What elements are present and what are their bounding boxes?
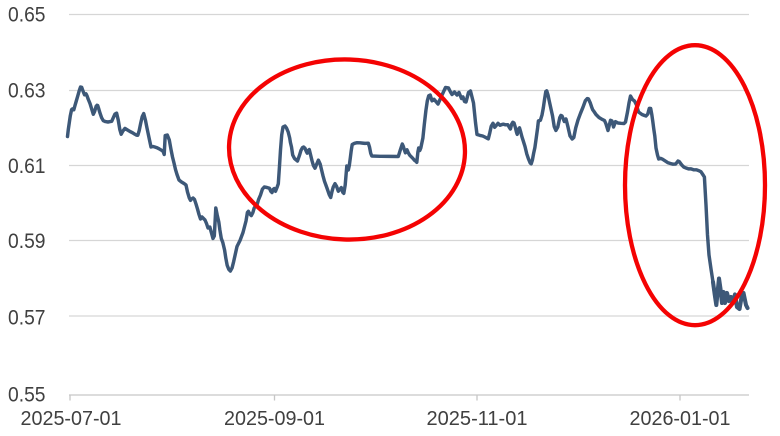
svg-text:2025-07-01: 2025-07-01 [21,407,122,430]
svg-text:0.59: 0.59 [8,230,46,253]
svg-text:0.55: 0.55 [8,383,46,406]
svg-text:0.63: 0.63 [8,80,46,103]
svg-text:2025-11-01: 2025-11-01 [427,407,528,430]
svg-text:2025-09-01: 2025-09-01 [224,407,325,430]
svg-text:2026-01-01: 2026-01-01 [630,407,731,430]
svg-text:0.65: 0.65 [8,3,46,26]
svg-text:0.57: 0.57 [8,307,46,330]
svg-text:0.61: 0.61 [8,155,46,178]
